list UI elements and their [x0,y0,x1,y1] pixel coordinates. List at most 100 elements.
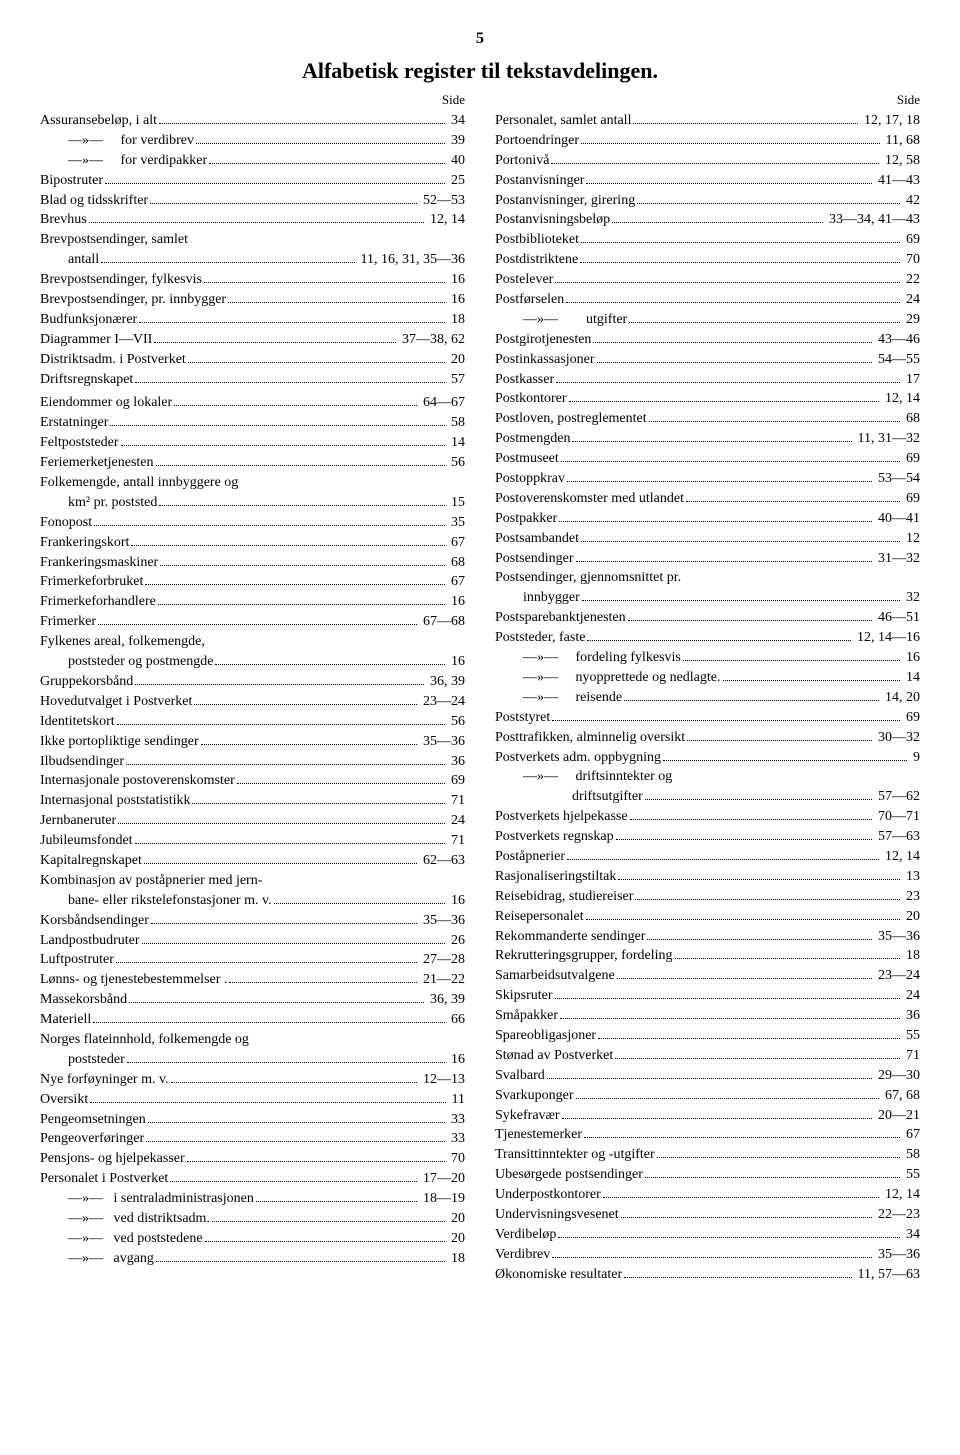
entry-page: 62—63 [419,852,465,871]
index-entry: Poststeder, faste12, 14—16 [495,629,920,648]
leader-dots [201,744,417,745]
index-entry: Postsendinger31—32 [495,550,920,569]
entry-page: 69 [902,709,920,728]
index-entry: Kapitalregnskapet62—63 [40,852,465,871]
entry-page: 58 [902,1146,920,1165]
entry-label: km² pr. poststed [68,494,157,513]
entry-page: 12, 14 [881,1186,920,1205]
entry-label: Postgirotjenesten [495,331,591,350]
entry-label: Erstatninger [40,414,108,433]
leader-dots [598,1038,900,1039]
index-entry: —»— i sentraladministrasjonen 18—19 [40,1190,465,1209]
leader-dots [621,1217,872,1218]
side-header-right: Side [495,92,920,108]
index-entry: Brevhus12, 14 [40,211,465,230]
index-entry: Samarbeidsutvalgene23—24 [495,967,920,986]
leader-dots [628,620,872,621]
entry-label: —»— driftsinntekter og [523,768,672,787]
index-entry: Postførselen24 [495,291,920,310]
entry-label: Rekrutteringsgrupper, fordeling [495,947,673,966]
index-entry: Skipsruter24 [495,987,920,1006]
entry-label: Underpostkontorer [495,1186,601,1205]
entry-page: 24 [902,987,920,1006]
leader-dots [586,919,900,920]
index-entry: Bipostruter25 [40,172,465,191]
entry-label: Blad og tidsskrifter [40,192,148,211]
entry-label: —»— i sentraladministrasjonen [68,1190,254,1209]
index-entry: Identitetskort56 [40,713,465,732]
entry-label: Postsendinger, gjennomsnittet pr. [495,569,681,588]
leader-dots [582,600,900,601]
index-entry: km² pr. poststed15 [40,494,465,513]
entry-label: Frankeringskort [40,534,129,553]
index-entry: Postverkets hjelpekasse70—71 [495,808,920,827]
leader-dots [90,1102,445,1103]
entry-page: 18—19 [419,1190,465,1209]
leader-dots [618,879,900,880]
index-entry: —»— for verdibrev39 [40,132,465,151]
entry-page: 22 [902,271,920,290]
entry-page: 16 [447,1051,465,1070]
leader-dots [561,461,900,462]
index-entry: Feltpoststeder14 [40,434,465,453]
entry-page: 16 [447,271,465,290]
entry-page: 35—36 [419,912,465,931]
leader-dots [686,501,900,502]
entry-label: Postverkets regnskap [495,828,614,847]
entry-page: 67 [447,534,465,553]
entry-label: Postsparebanktjenesten [495,609,626,628]
leader-dots [151,923,417,924]
leader-dots [587,640,851,641]
leader-dots [569,401,879,402]
entry-label: Hovedutvalget i Postverket [40,693,192,712]
index-entry: Verdibeløp34 [495,1226,920,1245]
entry-page: 16 [447,892,465,911]
leader-dots [616,839,872,840]
leader-dots [256,1201,417,1202]
entry-label: Eiendommer og lokaler [40,394,172,413]
leader-dots [159,505,445,506]
entry-page: 12, 17, 18 [860,112,920,131]
leader-dots [145,584,445,585]
index-entry: Portoendringer11, 68 [495,132,920,151]
leader-dots [129,1002,424,1003]
entry-label: Reisepersonalet [495,908,584,927]
entry-page: 17 [902,371,920,390]
index-entry: Massekorsbånd36, 39 [40,991,465,1010]
entry-label: —»— ved distriktsadm. [68,1210,210,1229]
entry-label: Postelever [495,271,553,290]
entry-label: Postloven, postreglementet [495,410,647,429]
leader-dots [212,1221,445,1222]
entry-page: 20 [447,351,465,370]
index-entry: poststeder16 [40,1051,465,1070]
entry-page: 25 [447,172,465,191]
entry-page: 71 [447,832,465,851]
leader-dots [683,660,900,661]
entry-label: Postoverenskomster med utlandet [495,490,684,509]
entry-page: 71 [447,792,465,811]
entry-page: 11, 68 [882,132,920,151]
index-entry: Kombinasjon av poståpnerier med jern- [40,872,465,891]
entry-page: 33—34, 41—43 [825,211,920,230]
leader-dots [135,684,424,685]
entry-page: 57—62 [874,788,920,807]
index-entry: driftsutgifter57—62 [495,788,920,807]
index-entry: Frimerkeforbruket67 [40,573,465,592]
index-entry: Oversikt11 [40,1091,465,1110]
leader-dots [597,362,872,363]
leader-dots [560,1018,900,1019]
index-entry: Jernbaneruter24 [40,812,465,831]
entry-page: 34 [902,1226,920,1245]
leader-dots [118,823,445,824]
index-entry: Transittinntekter og -utgifter58 [495,1146,920,1165]
side-header-left: Side [40,92,465,108]
entry-page: 70 [902,251,920,270]
entry-page: 21—22 [419,971,465,990]
index-entry: —»— utgifter29 [495,311,920,330]
entry-label: Sykefravær [495,1107,560,1126]
entry-page: 33 [447,1130,465,1149]
entry-page: 35—36 [419,733,465,752]
leader-dots [551,163,879,164]
leader-dots [576,561,872,562]
leader-dots [633,123,858,124]
